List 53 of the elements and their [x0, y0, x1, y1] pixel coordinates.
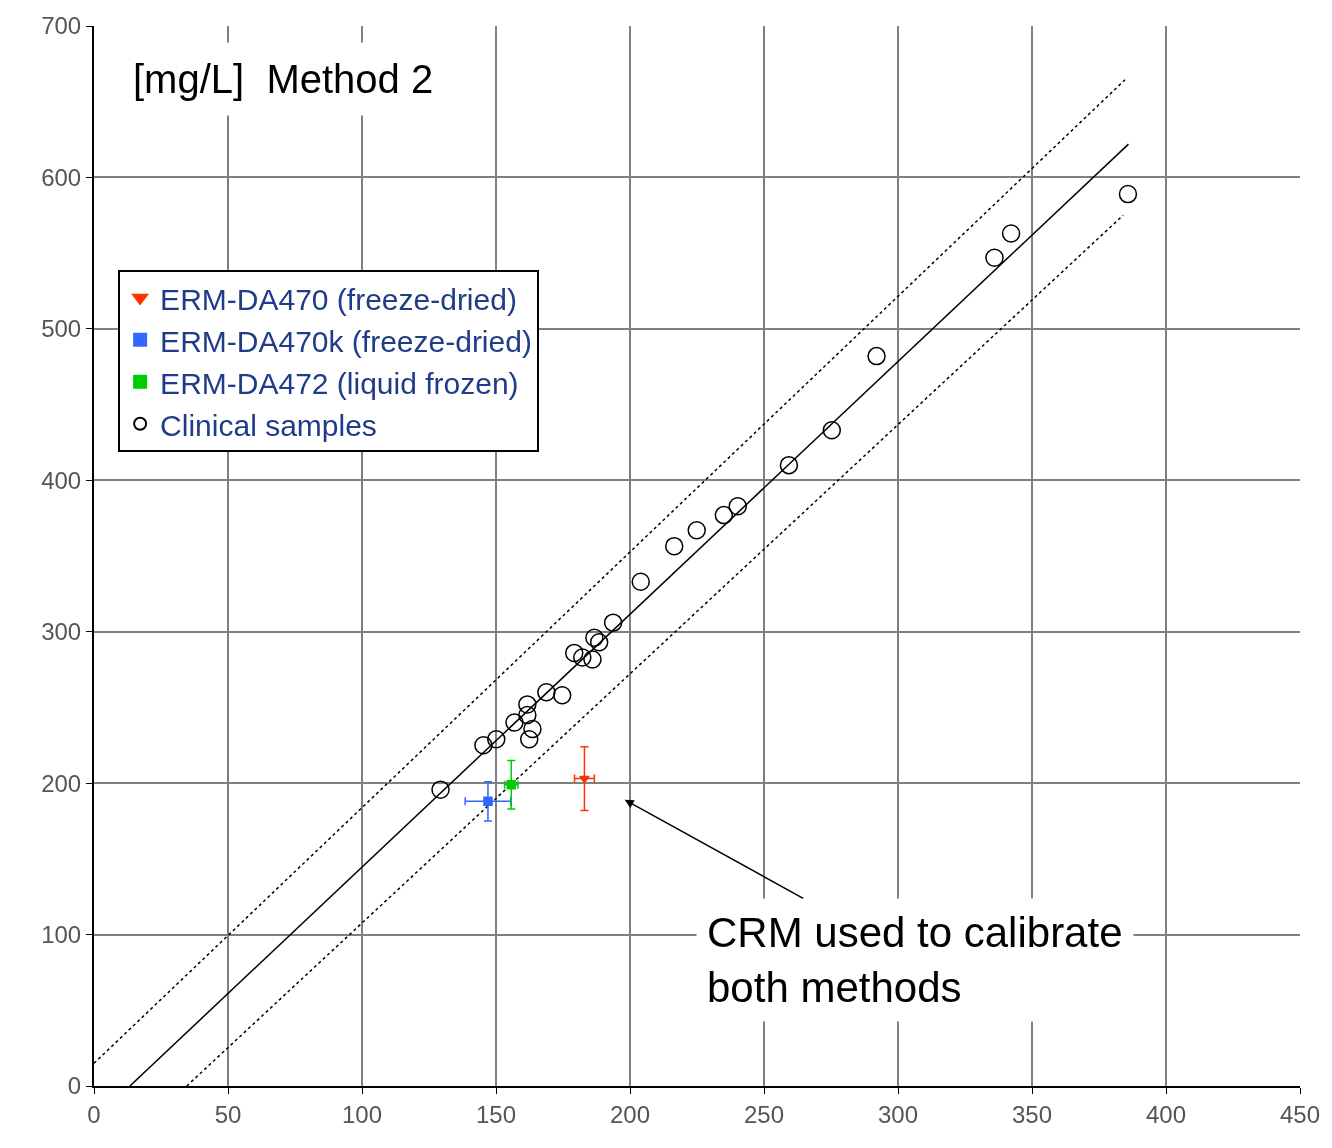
point — [985, 248, 1004, 267]
point — [687, 521, 706, 540]
point — [728, 497, 747, 516]
y-tick-label: 400 — [41, 466, 82, 494]
point — [519, 729, 539, 749]
x-tick-label: 250 — [743, 1100, 785, 1128]
point — [552, 686, 572, 705]
x-tick-label: 200 — [609, 1100, 651, 1128]
legend-label: Clinical samples — [160, 408, 377, 442]
point — [664, 536, 684, 556]
y-tick-label: 500 — [41, 315, 82, 343]
point — [867, 346, 886, 366]
point — [585, 628, 604, 648]
y-tick-label: 300 — [41, 618, 82, 646]
x-tick-label: 400 — [1145, 1100, 1187, 1128]
y-tick-label: 100 — [41, 920, 82, 948]
x-tick-label: 300 — [877, 1100, 919, 1128]
point — [573, 648, 592, 667]
point — [431, 780, 450, 799]
x-tick-label: 0 — [87, 1100, 101, 1128]
point — [631, 572, 650, 591]
legend-label: ERM-DA470k (freeze-dried) — [160, 324, 532, 358]
point — [487, 729, 506, 749]
y-tick-label: 600 — [41, 163, 82, 191]
x-tick-label: 50 — [214, 1100, 242, 1128]
point — [523, 719, 542, 739]
point — [505, 713, 524, 732]
point — [474, 736, 493, 755]
point — [579, 775, 590, 784]
legend-label: ERM-DA470 (freeze-dried) — [160, 282, 517, 316]
point — [1118, 184, 1138, 204]
x-tick-label: 350 — [1011, 1100, 1053, 1128]
point — [1001, 224, 1021, 243]
legend-label: ERM-DA472 (liquid frozen) — [160, 366, 519, 400]
y-tick-label: 700 — [41, 12, 82, 40]
x-tick-label: 450 — [1279, 1100, 1321, 1128]
point — [565, 643, 584, 663]
point — [589, 633, 609, 652]
point — [583, 650, 602, 669]
point — [779, 455, 799, 475]
text: [mg/L] Method 2 — [133, 57, 434, 101]
y-tick-label: 0 — [67, 1072, 82, 1100]
point — [483, 796, 493, 807]
point — [603, 613, 623, 632]
x-tick-label: 150 — [475, 1100, 517, 1128]
point — [518, 695, 537, 714]
point — [537, 683, 556, 702]
y-tick-label: 200 — [41, 769, 82, 797]
annotation: CRM used to calibrate both methods — [707, 909, 1123, 1011]
point — [822, 421, 842, 440]
x-tick-label: 100 — [341, 1100, 383, 1128]
point — [714, 505, 734, 525]
point — [518, 705, 537, 725]
